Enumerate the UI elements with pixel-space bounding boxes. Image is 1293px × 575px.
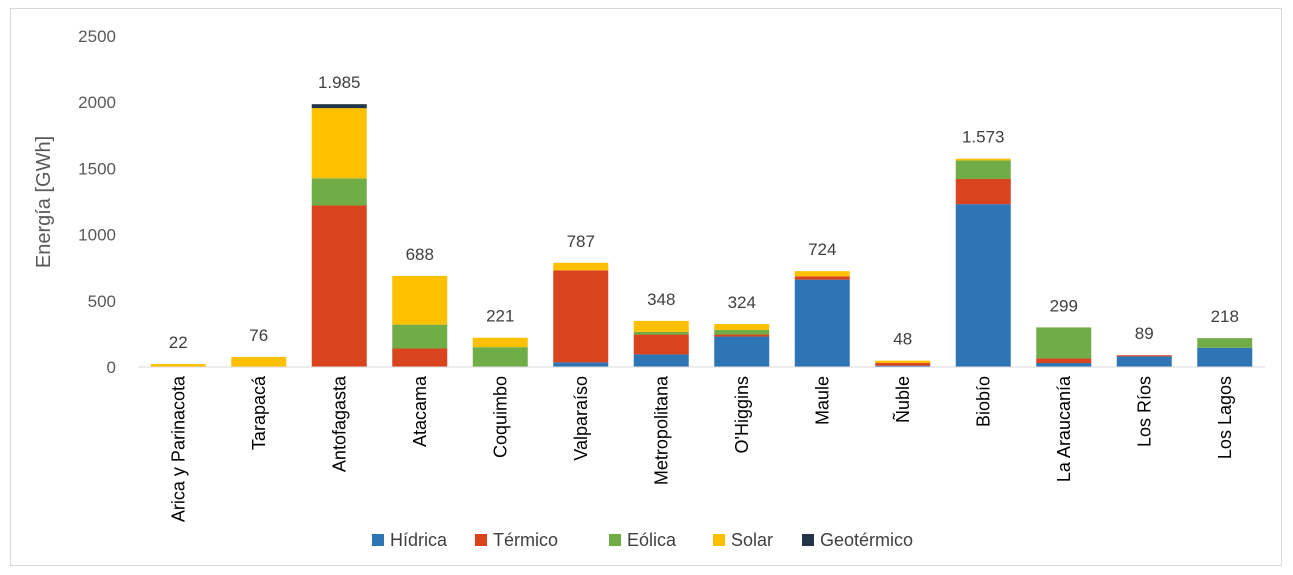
x-tick-label: Atacama xyxy=(410,375,430,447)
bar-segment xyxy=(311,178,367,206)
bar-segment xyxy=(714,334,770,337)
x-tick-label: Arica y Parinacota xyxy=(168,375,188,522)
total-label: 89 xyxy=(1135,324,1154,343)
bar-segment xyxy=(1116,356,1172,367)
x-tick-label: Metropolitana xyxy=(651,375,671,485)
bar-segment xyxy=(231,356,287,367)
bar-segment xyxy=(472,337,528,348)
total-label: 348 xyxy=(647,290,675,309)
x-tick-label: Tarapacá xyxy=(249,375,269,450)
bar-segment xyxy=(1036,363,1092,367)
bar-segment xyxy=(714,329,770,335)
bar-segment xyxy=(794,276,850,280)
legend-swatch xyxy=(475,534,487,546)
y-axis-ticks: 0 500 1000 1500 2000 2500 xyxy=(78,27,116,377)
total-label: 688 xyxy=(406,245,434,264)
x-tick-label: O'Higgins xyxy=(732,376,752,453)
bar-segment xyxy=(553,362,609,367)
total-label: 299 xyxy=(1050,296,1078,315)
x-tick-label: Valparaíso xyxy=(571,376,591,461)
bar-segment xyxy=(1036,327,1092,359)
total-label: 48 xyxy=(893,330,912,349)
y-tick-label: 2000 xyxy=(78,93,116,112)
bar-series xyxy=(150,104,1253,367)
bar-segment xyxy=(392,324,448,349)
total-label: 324 xyxy=(728,293,756,312)
x-tick-label: Maule xyxy=(812,376,832,425)
bar-segment xyxy=(633,331,689,335)
bar-segment xyxy=(553,262,609,271)
y-axis-label: Energía [GWh] xyxy=(33,136,55,268)
x-tick-label: Coquimbo xyxy=(490,376,510,458)
bar-segment xyxy=(1197,347,1253,367)
legend-swatch xyxy=(713,534,725,546)
bar-segment xyxy=(633,354,689,367)
y-tick-label: 1500 xyxy=(78,159,116,178)
total-label: 221 xyxy=(486,307,514,326)
bar-segment xyxy=(1197,338,1253,348)
legend-swatch xyxy=(802,534,814,546)
legend-swatch xyxy=(372,534,384,546)
bar-segment xyxy=(875,363,931,366)
legend-label: Geotérmico xyxy=(820,530,913,550)
bar-segment xyxy=(633,334,689,355)
bar-segment xyxy=(311,205,367,367)
total-label: 1.573 xyxy=(962,128,1005,147)
bar-segment xyxy=(955,160,1011,179)
total-label: 787 xyxy=(567,232,595,251)
x-tick-label: Los Lagos xyxy=(1215,376,1235,459)
x-tick-label: Biobío xyxy=(973,376,993,427)
y-tick-label: 500 xyxy=(88,292,116,311)
total-label: 22 xyxy=(169,333,188,352)
y-tick-label: 2500 xyxy=(78,27,116,46)
bar-segment xyxy=(1116,355,1172,357)
bar-segment xyxy=(392,348,448,367)
x-tick-label: Antofagasta xyxy=(329,375,349,472)
total-labels: 22 76 1.985 688 221 787 348 324 724 48 1.573 299 89 2… xyxy=(169,73,1239,352)
bar-segment xyxy=(311,104,367,109)
total-label: 724 xyxy=(808,240,836,259)
legend: Hídrica Térmico Eólica Solar Geotérmico xyxy=(372,530,913,550)
bar-segment xyxy=(472,347,528,367)
bar-segment xyxy=(955,204,1011,367)
legend-label: Eólica xyxy=(627,530,677,550)
x-tick-label: Ñuble xyxy=(892,376,913,423)
bar-segment xyxy=(875,365,931,367)
bar-segment xyxy=(794,271,850,277)
y-tick-label: 1000 xyxy=(78,226,116,245)
legend-label: Térmico xyxy=(493,530,558,550)
bar-segment xyxy=(875,360,931,364)
x-tick-label: La Araucanía xyxy=(1054,375,1074,482)
bar-segment xyxy=(633,320,689,332)
bar-segment xyxy=(955,178,1011,205)
bar-segment xyxy=(150,364,206,367)
total-label: 76 xyxy=(249,326,268,345)
x-tick-label: Los Ríos xyxy=(1134,376,1154,447)
bar-segment xyxy=(955,158,1011,161)
legend-label: Solar xyxy=(731,530,773,550)
bar-segment xyxy=(714,324,770,330)
y-tick-label: 0 xyxy=(107,358,116,377)
bar-segment xyxy=(553,270,609,363)
total-label: 218 xyxy=(1211,307,1239,326)
legend-label: Hídrica xyxy=(390,530,448,550)
chart-area xyxy=(10,8,1282,566)
legend-swatch xyxy=(609,534,621,546)
total-label: 1.985 xyxy=(318,73,361,92)
bar-segment xyxy=(311,108,367,179)
bar-segment xyxy=(1036,358,1092,364)
bar-segment xyxy=(392,275,448,325)
bar-segment xyxy=(714,336,770,367)
bar-segment xyxy=(794,279,850,367)
category-labels: Arica y Parinacota Tarapacá Antofagasta Ata… xyxy=(168,375,1235,522)
